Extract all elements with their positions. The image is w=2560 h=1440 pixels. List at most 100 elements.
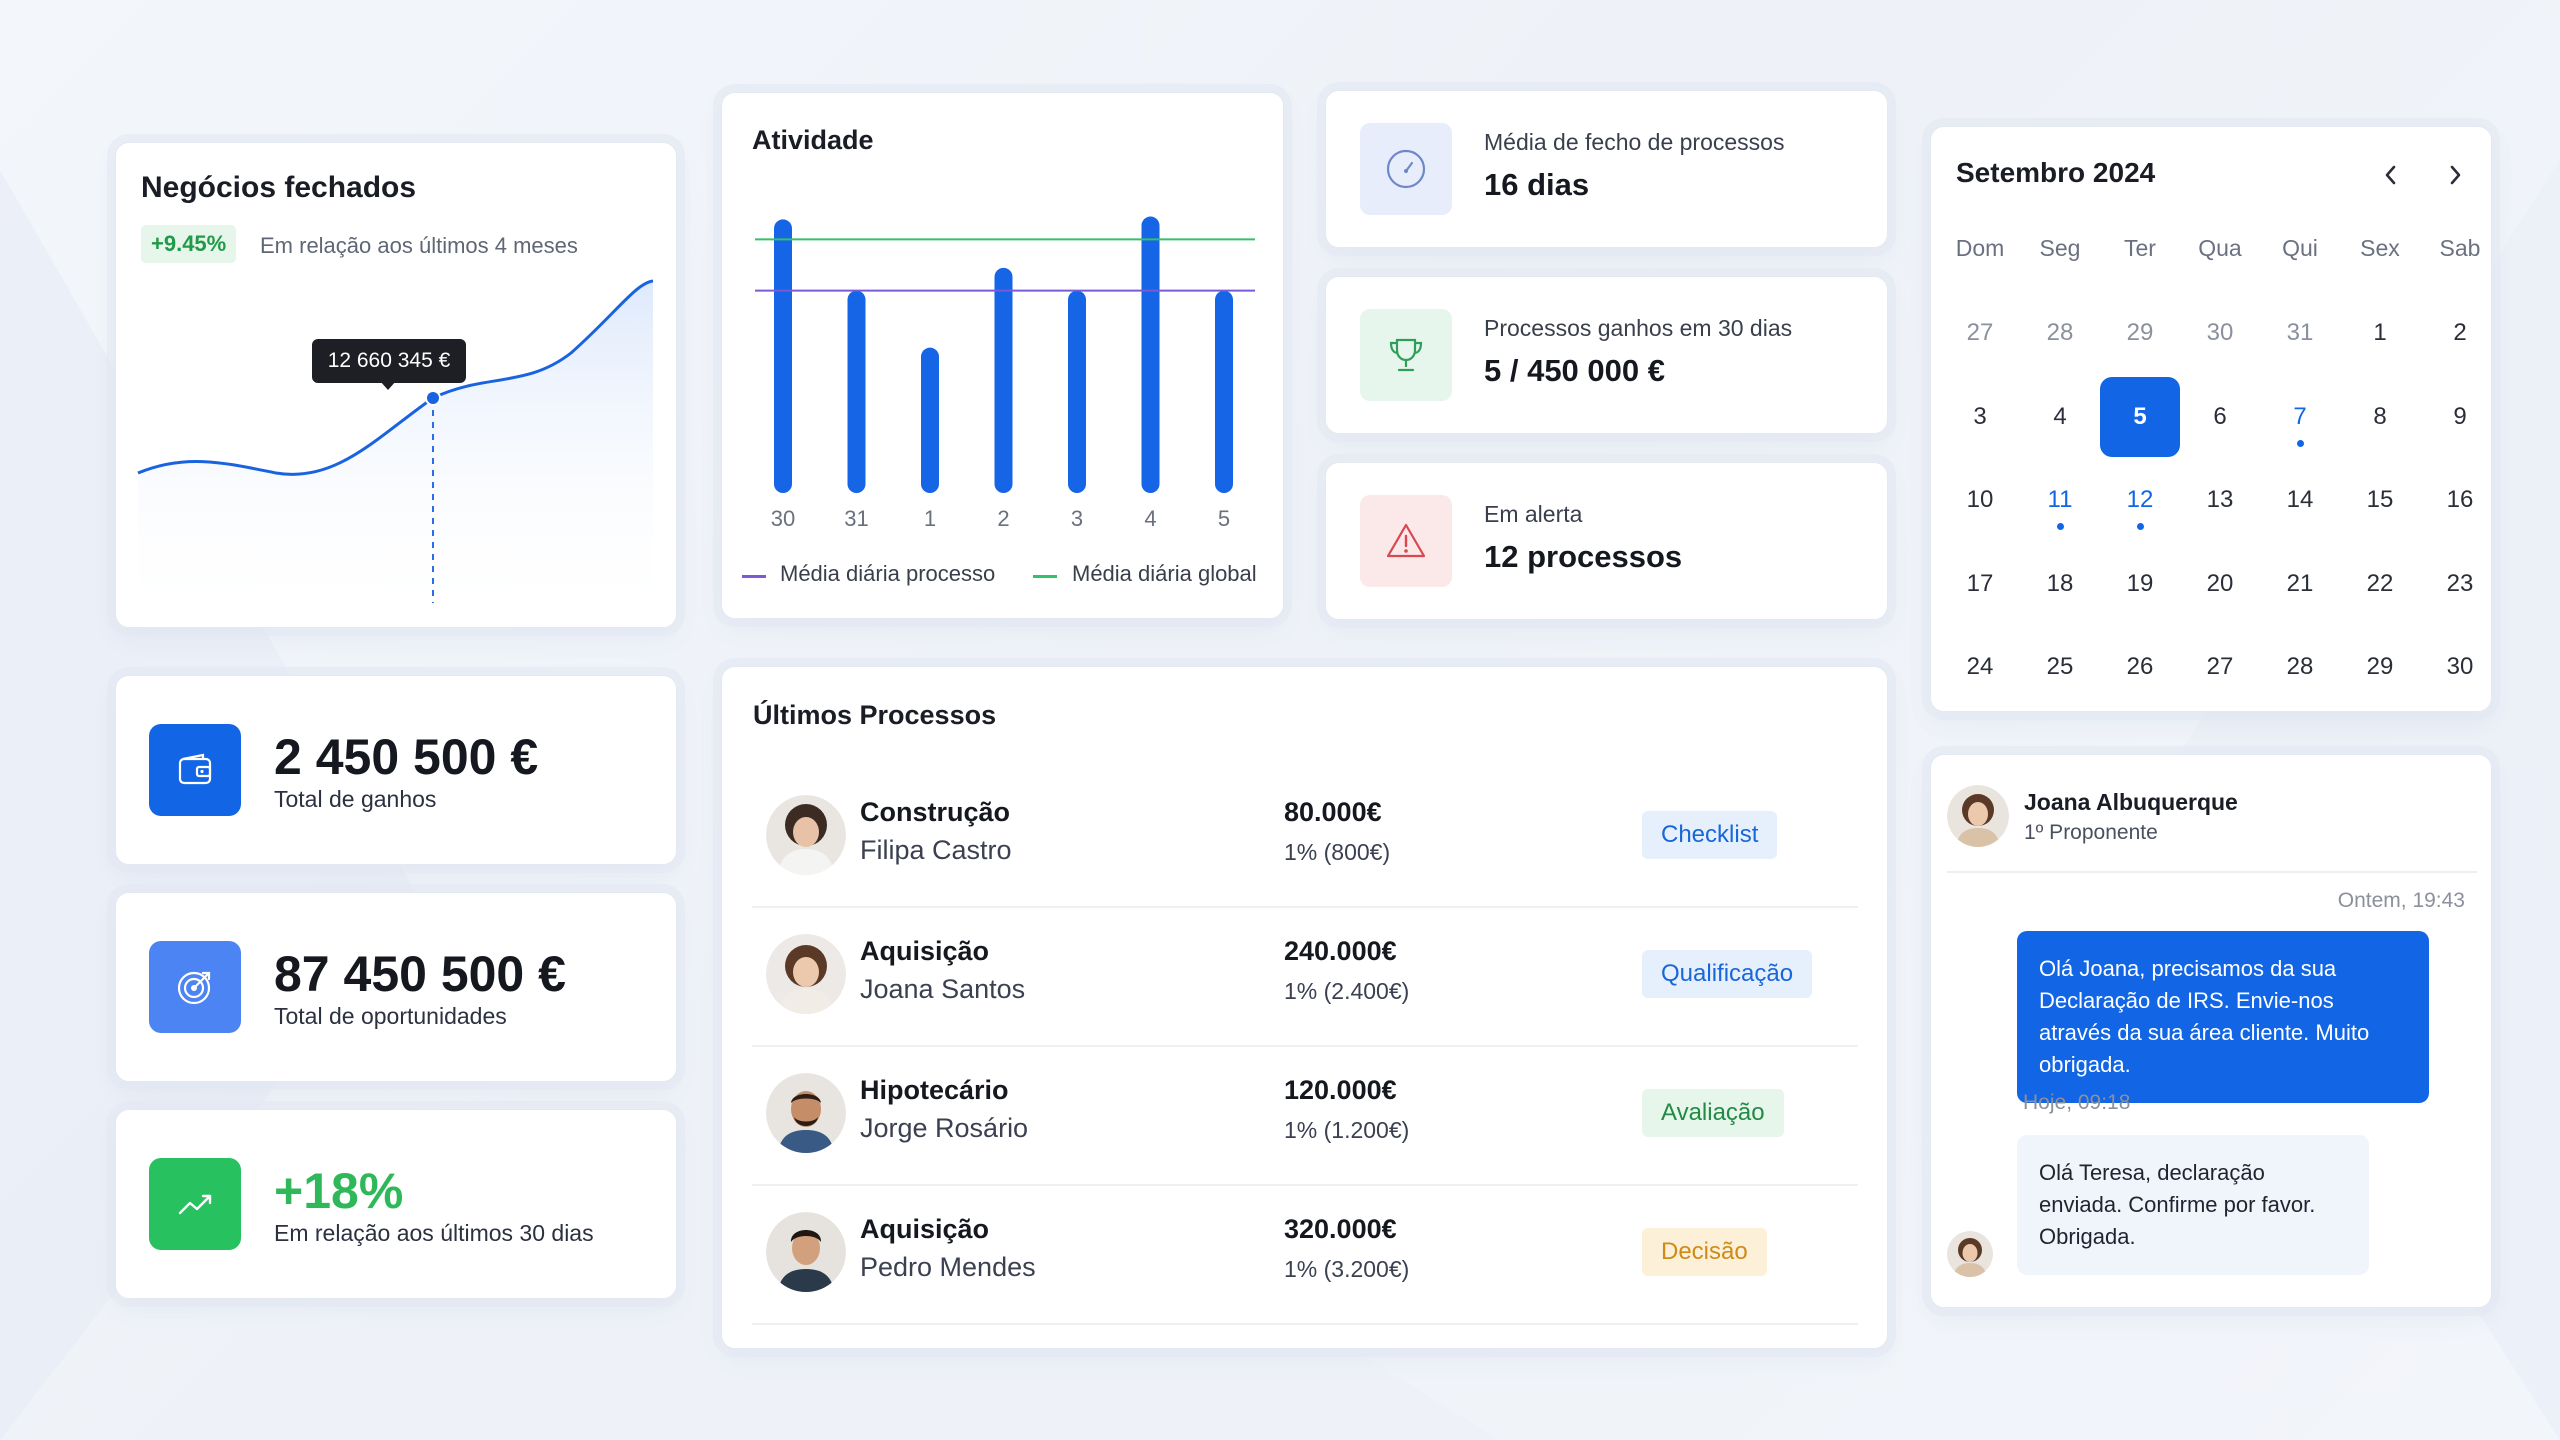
- calendar-month: Setembro 2024: [1956, 157, 2156, 188]
- x-tick-label: 4: [1144, 506, 1156, 531]
- avatar: [766, 1073, 846, 1153]
- calendar-day[interactable]: 16: [2446, 486, 2474, 513]
- activity-bar-2: [994, 267, 1013, 493]
- stat-label: Total de oportunidades: [274, 1003, 507, 1029]
- calendar-day[interactable]: 25: [2046, 653, 2074, 680]
- calendar-day[interactable]: 8: [2373, 402, 2387, 430]
- calendar-day[interactable]: 14: [2286, 486, 2314, 513]
- target-icon: [149, 941, 241, 1033]
- calendar-day[interactable]: 18: [2046, 569, 2074, 597]
- weekday-label: Seg: [2039, 235, 2081, 261]
- calendar-day[interactable]: 27: [1966, 319, 1994, 346]
- legend-global-swatch: [1033, 575, 1057, 578]
- status-badge[interactable]: Avaliação: [1642, 1089, 1784, 1137]
- weekday-label: Dom: [1955, 235, 2005, 261]
- process-amount: 320.000€: [1284, 1214, 1397, 1244]
- x-tick-label: 2: [997, 506, 1009, 531]
- contact-avatar: [1947, 785, 2009, 847]
- calendar-day[interactable]: 30: [2446, 653, 2474, 680]
- next-month-button[interactable]: [2435, 155, 2475, 195]
- activity-bar-30: [774, 219, 792, 493]
- activity-title: Atividade: [752, 125, 874, 155]
- weekday-label: Sab: [2439, 235, 2481, 261]
- received-timestamp: Hoje, 09:18: [2023, 1091, 2131, 1114]
- weekday-label: Qui: [2282, 235, 2318, 261]
- process-type: Construção: [860, 797, 1011, 827]
- kpi-card-alert: Em alerta 12 processos: [1325, 462, 1888, 620]
- client-name: Filipa Castro: [860, 835, 1012, 865]
- activity-bar-31: [847, 290, 866, 493]
- calendar-day[interactable]: 9: [2453, 402, 2467, 430]
- calendar-day[interactable]: 10: [1966, 486, 1994, 513]
- wallet-icon: [149, 724, 241, 816]
- commission: 1% (800€): [1284, 839, 1391, 865]
- calendar-day[interactable]: 19: [2126, 569, 2154, 597]
- chevron-left-icon: [2385, 165, 2396, 185]
- kpi-card-won-processes: Processos ganhos em 30 dias 5 / 450 000 …: [1325, 276, 1888, 434]
- table-row[interactable]: Hipotecário Jorge Rosário 120.000€ 1% (1…: [752, 1045, 1858, 1186]
- activity-bar-4: [1141, 216, 1160, 494]
- stat-label: Total de ganhos: [274, 786, 437, 812]
- calendar-day[interactable]: 29: [2126, 319, 2154, 346]
- calendar-day[interactable]: 23: [2446, 569, 2474, 597]
- client-name: Joana Santos: [860, 974, 1026, 1004]
- calendar-day[interactable]: 7: [2260, 377, 2340, 457]
- calendar-day[interactable]: 31: [2286, 319, 2314, 346]
- kpi-value: 5 / 450 000 €: [1484, 353, 1665, 388]
- calendar-day[interactable]: 30: [2206, 319, 2234, 346]
- commission: 1% (1.200€): [1284, 1117, 1410, 1143]
- status-badge[interactable]: Qualificação: [1642, 950, 1813, 998]
- calendar-card: Setembro 2024 Dom Seg Ter Qua Qui Sex Sab 27 28…: [1930, 126, 2492, 712]
- closed-deals-card: Negócios fechados +9.45% Em relação aos …: [115, 142, 677, 629]
- activity-card: Atividade 30 31 1 2 3 4 5 Média diária process…: [721, 92, 1284, 619]
- calendar-day[interactable]: 15: [2366, 486, 2394, 513]
- table-row[interactable]: Construção Filipa Castro 80.000€ 1% (800…: [752, 767, 1858, 908]
- latest-processes-card: Últimos Processos Construção Filipa Cast…: [721, 666, 1888, 1349]
- table-row[interactable]: Aquisição Joana Santos 240.000€ 1% (2.40…: [752, 906, 1858, 1047]
- calendar-day[interactable]: 22: [2366, 569, 2394, 597]
- closed-deals-title: Negócios fechados: [141, 171, 417, 204]
- calendar-day[interactable]: 5: [2100, 376, 2180, 457]
- stat-value: +18%: [274, 1163, 404, 1219]
- contact-name: Joana Albuquerque: [2024, 789, 2238, 815]
- closed-deals-subtitle: Em relação aos últimos 4 meses: [260, 233, 578, 258]
- legend-process-swatch: [742, 575, 766, 578]
- calendar-day[interactable]: 24: [1966, 653, 1994, 680]
- calendar-weekdays: Dom Seg Ter Qua Qui Sex Sab: [1931, 235, 2493, 265]
- calendar-day[interactable]: 11: [2020, 460, 2100, 540]
- activity-bar-1: [921, 347, 939, 493]
- calendar-day[interactable]: 27: [2206, 653, 2234, 680]
- calendar-day[interactable]: 4: [2053, 402, 2067, 430]
- table-row[interactable]: Aquisição Pedro Mendes 320.000€ 1% (3.20…: [752, 1184, 1858, 1325]
- calendar-day[interactable]: 28: [2286, 653, 2314, 680]
- status-badge[interactable]: Checklist: [1642, 811, 1778, 859]
- calendar-day[interactable]: 13: [2206, 486, 2234, 513]
- calendar-day[interactable]: 21: [2286, 569, 2314, 597]
- calendar-day[interactable]: 20: [2206, 569, 2234, 597]
- x-tick-label: 30: [771, 506, 795, 531]
- calendar-day[interactable]: 26: [2126, 653, 2154, 680]
- calendar-day[interactable]: 17: [1966, 569, 1994, 597]
- prev-month-button[interactable]: [2371, 155, 2411, 195]
- latest-processes-title: Últimos Processos: [753, 700, 997, 730]
- avatar: [766, 795, 846, 875]
- activity-bar-chart: 30 31 1 2 3 4 5: [755, 216, 1255, 531]
- process-amount: 80.000€: [1284, 797, 1382, 827]
- calendar-day[interactable]: 6: [2213, 402, 2227, 430]
- stat-card-total-gains: 2 450 500 € Total de ganhos: [115, 675, 677, 865]
- status-badge[interactable]: Decisão: [1642, 1228, 1767, 1276]
- tooltip-arrow: [380, 381, 396, 390]
- calendar-day[interactable]: 2: [2453, 319, 2467, 346]
- calendar-day[interactable]: 29: [2366, 653, 2394, 680]
- calendar-day[interactable]: 12: [2100, 460, 2180, 540]
- sent-message-text: Olá Joana, precisamos da sua Declaração …: [2039, 956, 2370, 1077]
- trend-up-icon: [149, 1158, 241, 1250]
- chat-card: Joana Albuquerque 1º Proponente Ontem, 1…: [1930, 754, 2492, 1308]
- calendar-day[interactable]: 1: [2373, 319, 2387, 346]
- legend-process-label: Média diária processo: [780, 561, 996, 586]
- closed-deals-line-chart: [137, 279, 654, 629]
- calendar-day[interactable]: 3: [1973, 402, 1987, 430]
- calendar-day[interactable]: 28: [2046, 319, 2074, 346]
- commission: 1% (3.200€): [1284, 1256, 1410, 1282]
- commission: 1% (2.400€): [1284, 978, 1410, 1004]
